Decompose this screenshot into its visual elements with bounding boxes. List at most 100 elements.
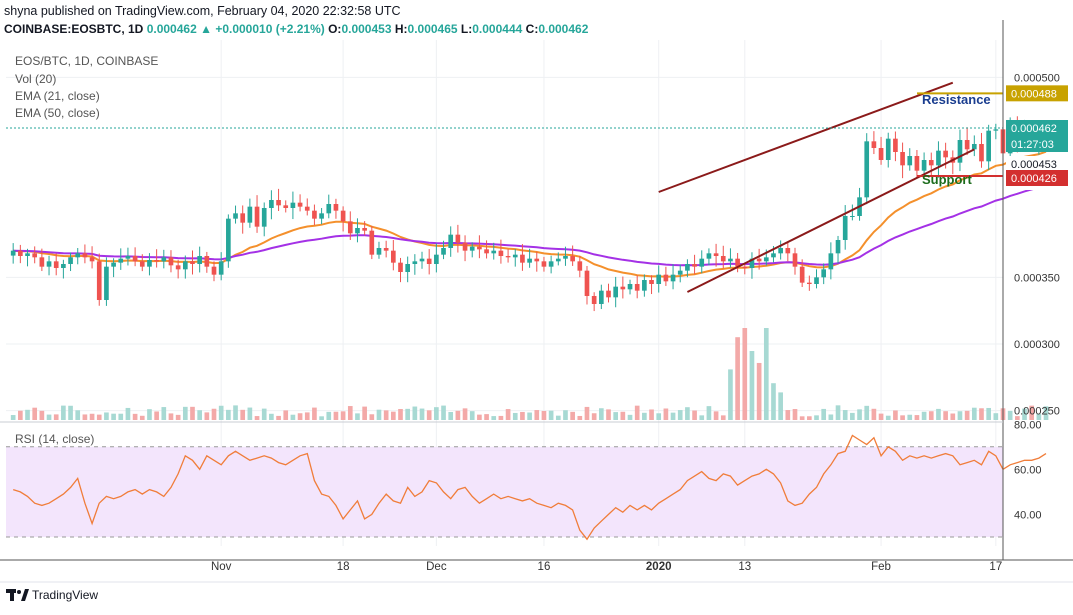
volume-bar bbox=[584, 406, 590, 420]
rsi-band bbox=[6, 446, 1003, 537]
candle-body bbox=[240, 213, 246, 223]
volume-bar bbox=[778, 392, 783, 420]
legend-ema50[interactable]: EMA (50, close) bbox=[15, 106, 100, 120]
volume-bar bbox=[175, 414, 181, 420]
price-tick-label: 0.000250 bbox=[1014, 406, 1060, 418]
rsi-tick-label: 40.00 bbox=[1014, 509, 1042, 521]
candle-body bbox=[613, 286, 619, 298]
volume-bar bbox=[878, 413, 884, 420]
candle-body bbox=[182, 261, 188, 270]
candle-body bbox=[555, 258, 561, 262]
legend-vol[interactable]: Vol (20) bbox=[15, 72, 57, 86]
volume-bar bbox=[111, 413, 116, 420]
volume-bar bbox=[950, 413, 956, 420]
candle-body bbox=[871, 141, 877, 148]
trend-channel bbox=[658, 81, 975, 293]
candle-body bbox=[18, 250, 23, 256]
rsi-tick-label: 60.00 bbox=[1014, 464, 1042, 476]
candle-body bbox=[477, 246, 482, 250]
rsi-line bbox=[12, 434, 1047, 541]
candle-body bbox=[778, 248, 783, 254]
candle-body bbox=[484, 249, 489, 254]
candle-body bbox=[46, 261, 52, 267]
candle-body bbox=[907, 156, 913, 166]
candle-body bbox=[75, 253, 81, 258]
candle-body bbox=[226, 218, 231, 262]
candle-body bbox=[347, 221, 353, 234]
volume-bar bbox=[441, 405, 446, 420]
footer-brand[interactable]: TradingView bbox=[6, 588, 98, 602]
volume-bar bbox=[749, 351, 755, 420]
volume-bar bbox=[383, 410, 389, 420]
candle-body bbox=[749, 258, 755, 268]
candle-body bbox=[986, 130, 991, 162]
last-price-tag-bg bbox=[1006, 120, 1068, 136]
candle-body bbox=[190, 261, 195, 264]
candle-body bbox=[269, 200, 274, 208]
volume-bar bbox=[261, 408, 267, 420]
volume-bar bbox=[685, 407, 690, 420]
volume-bar bbox=[534, 410, 540, 420]
volume-bar bbox=[125, 407, 131, 420]
volume-bar bbox=[900, 415, 905, 420]
candle-body bbox=[763, 257, 769, 262]
volume-bar bbox=[663, 408, 669, 420]
candle-body bbox=[139, 261, 145, 267]
candle-body bbox=[649, 280, 654, 284]
volume-bar bbox=[226, 409, 231, 420]
volume-bar bbox=[541, 410, 547, 420]
volume-bar bbox=[1036, 413, 1042, 420]
publish-line: shyna published on TradingView.com, Febr… bbox=[4, 4, 401, 18]
volume-bar bbox=[771, 383, 776, 420]
volume-bar bbox=[89, 413, 95, 420]
candle-body bbox=[706, 253, 712, 259]
candle-body bbox=[125, 256, 131, 259]
volume-bar bbox=[304, 412, 310, 420]
countdown-tag-bg bbox=[1006, 136, 1068, 152]
candle-body bbox=[620, 286, 626, 290]
candle-body bbox=[233, 213, 238, 219]
volume-bar bbox=[118, 413, 124, 420]
volume-bar bbox=[986, 407, 991, 420]
candle-body bbox=[642, 280, 647, 291]
volume-bar bbox=[606, 409, 611, 420]
tradingview-logo-icon bbox=[6, 588, 29, 602]
volume-bar bbox=[161, 407, 167, 420]
support-price-tag-bg bbox=[1006, 170, 1068, 186]
candle-body bbox=[362, 228, 367, 231]
candle-body bbox=[89, 257, 95, 262]
volume-bar bbox=[964, 410, 970, 420]
volume-bar bbox=[742, 328, 748, 420]
last-price-tag: 0.000462 bbox=[1011, 123, 1057, 135]
price-tick-label: 0.000350 bbox=[1014, 272, 1060, 284]
candle-body bbox=[928, 160, 934, 166]
candle-body bbox=[570, 256, 575, 262]
volume-bar bbox=[204, 412, 210, 420]
candle-body bbox=[964, 140, 970, 150]
candle-body bbox=[398, 262, 403, 272]
volume-bar bbox=[512, 412, 518, 420]
candle-body bbox=[943, 150, 948, 158]
rsi-legend[interactable]: RSI (14, close) bbox=[15, 432, 95, 446]
candle-body bbox=[290, 202, 296, 208]
volume-bar bbox=[1015, 416, 1020, 420]
candle-body bbox=[921, 160, 927, 171]
candle-body bbox=[957, 140, 963, 163]
candle-body bbox=[548, 261, 554, 267]
volume-bar bbox=[799, 416, 805, 420]
candle-body bbox=[893, 138, 898, 152]
candle-body bbox=[161, 257, 167, 262]
candle-body bbox=[885, 138, 891, 160]
volume-bar bbox=[390, 411, 396, 420]
volume-bar bbox=[211, 408, 217, 420]
candle-body bbox=[96, 261, 102, 300]
channel-lower-line bbox=[686, 148, 975, 293]
candle-body bbox=[462, 242, 468, 251]
volume-bar bbox=[405, 408, 411, 420]
high-value: 0.000465 bbox=[407, 22, 458, 36]
candle-body bbox=[211, 266, 217, 275]
volume-bar bbox=[893, 410, 898, 420]
candle-body bbox=[785, 248, 791, 254]
legend-ema21[interactable]: EMA (21, close) bbox=[15, 89, 100, 103]
